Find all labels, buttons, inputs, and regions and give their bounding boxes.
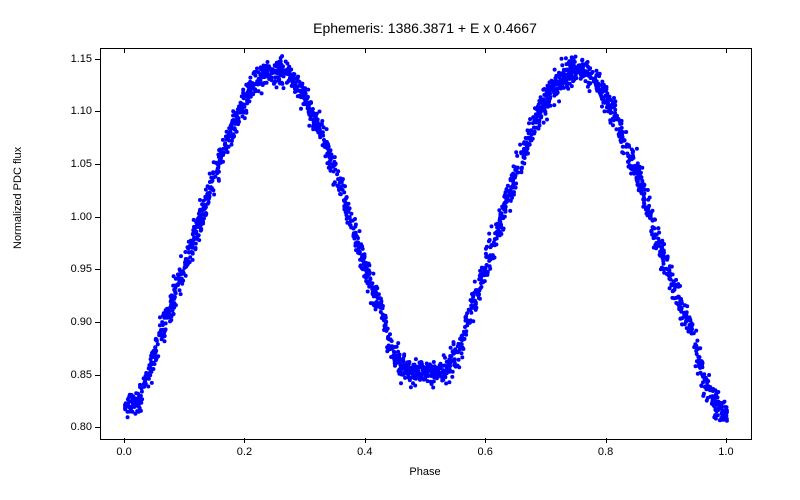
- x-tick-label: 0.2: [237, 446, 252, 458]
- x-tick-label: 0.4: [357, 446, 372, 458]
- x-tick: [365, 48, 366, 53]
- y-tick-label: 1.00: [52, 211, 92, 223]
- y-tick-label: 0.85: [52, 369, 92, 381]
- y-tick: [95, 427, 100, 428]
- x-tick: [244, 438, 245, 443]
- x-tick-label: 0.6: [478, 446, 493, 458]
- y-tick-label: 1.15: [52, 53, 92, 65]
- x-tick: [726, 48, 727, 53]
- x-tick-label: 0.8: [598, 446, 613, 458]
- x-tick: [485, 48, 486, 53]
- y-tick-label: 0.90: [52, 316, 92, 328]
- y-tick: [95, 164, 100, 165]
- x-tick: [606, 48, 607, 53]
- scatter-series: [101, 49, 751, 439]
- x-tick: [726, 438, 727, 443]
- y-tick: [95, 217, 100, 218]
- x-tick-label: 0.0: [116, 446, 131, 458]
- chart-title: Ephemeris: 1386.3871 + E x 0.4667: [100, 20, 750, 36]
- y-tick-label: 0.95: [52, 263, 92, 275]
- x-tick: [124, 48, 125, 53]
- y-tick: [95, 111, 100, 112]
- x-tick: [606, 438, 607, 443]
- y-tick: [95, 375, 100, 376]
- y-tick-label: 0.80: [52, 421, 92, 433]
- y-axis-label: Normalized PDC flux: [12, 229, 24, 249]
- x-tick-label: 1.0: [718, 446, 733, 458]
- figure: Ephemeris: 1386.3871 + E x 0.4667 Normal…: [0, 0, 800, 500]
- x-tick: [124, 438, 125, 443]
- x-tick: [485, 438, 486, 443]
- y-tick-label: 1.05: [52, 158, 92, 170]
- x-tick: [365, 438, 366, 443]
- y-tick-label: 1.10: [52, 105, 92, 117]
- x-tick: [244, 48, 245, 53]
- x-axis-label: Phase: [100, 466, 750, 478]
- y-tick: [95, 322, 100, 323]
- plot-area: [100, 48, 752, 440]
- y-tick: [95, 59, 100, 60]
- y-tick: [95, 269, 100, 270]
